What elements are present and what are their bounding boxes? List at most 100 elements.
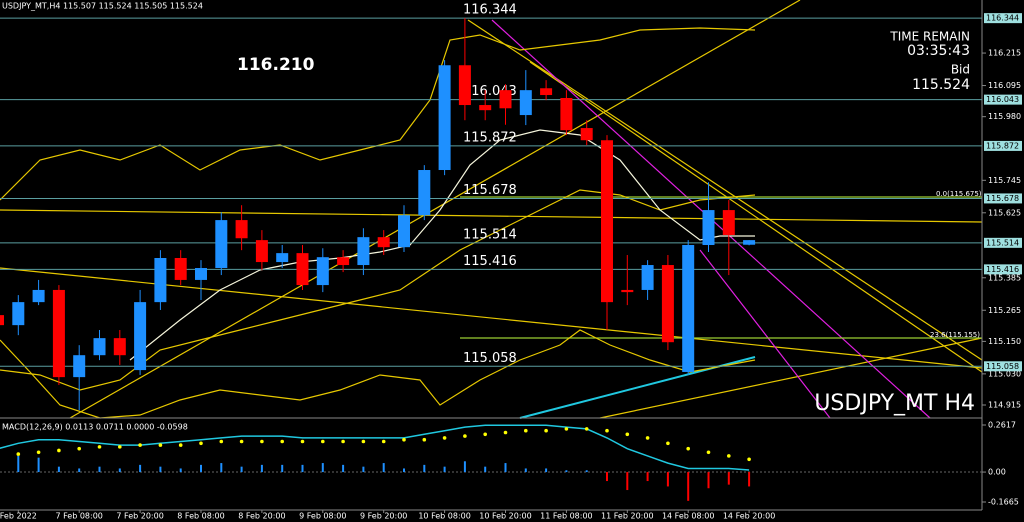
macd-histogram-bar: [626, 472, 629, 491]
signal-dot: [625, 432, 630, 437]
level-box: [984, 237, 1022, 248]
macd-histogram-bar: [504, 463, 507, 473]
level-label: 115.872: [463, 130, 517, 145]
level-label: 115.514: [463, 227, 517, 242]
candle-body: [458, 65, 471, 106]
macd-histogram-bar: [666, 472, 669, 487]
macd-line: [0, 424, 750, 471]
candle-body: [479, 105, 492, 111]
trend-line: [529, 61, 983, 373]
signal-dot: [381, 439, 386, 444]
candle-body: [661, 265, 674, 343]
signal-dot: [158, 443, 163, 447]
level-box: [984, 361, 1022, 372]
macd-histogram-bar: [403, 468, 405, 473]
macd-histogram-bar: [281, 464, 284, 473]
macd-histogram-bar: [240, 466, 243, 473]
macd-histogram-bar: [301, 464, 304, 473]
macd-histogram-bar: [727, 472, 730, 485]
candle-body: [93, 338, 106, 356]
x-tick-label: 9 Feb 08:00: [299, 512, 346, 521]
y-tick-label: 114.915: [988, 401, 1021, 410]
candle-body: [682, 245, 695, 372]
signal-dot: [442, 436, 447, 440]
y2-tick-label: 0.00: [988, 468, 1006, 477]
level-box-label: 116.344: [986, 14, 1019, 23]
macd-histogram-bar: [565, 470, 568, 473]
level-label: 115.058: [463, 351, 517, 366]
macd-histogram-bar: [260, 464, 263, 473]
macd-histogram-bar: [57, 466, 60, 473]
candle-body: [296, 253, 309, 286]
x-tick-label: 11 Feb 08:00: [540, 512, 592, 521]
candle-body: [316, 257, 329, 286]
candle-body: [276, 253, 289, 263]
chart-title: USDJPY_MT H4: [814, 391, 975, 416]
candle-body: [540, 88, 553, 96]
macd-histogram-bar: [200, 464, 202, 473]
candle-body: [438, 65, 451, 171]
candle-body: [113, 338, 126, 356]
candle-body: [32, 289, 45, 303]
signal-dot: [544, 428, 548, 433]
signal-dot: [77, 446, 81, 451]
candle-body: [641, 265, 654, 290]
macd-histogram-bar: [362, 466, 365, 473]
signal-dot: [422, 437, 427, 442]
y2-tick-label: 0.2617: [988, 420, 1016, 429]
fib-label: 0.0(115.675): [936, 190, 982, 198]
y-tick-label: 115.030: [988, 369, 1021, 378]
x-tick-label: 8 Feb 08:00: [177, 512, 224, 521]
signal-dot: [239, 439, 244, 444]
band-upper: [0, 27, 756, 201]
signal-dot: [483, 432, 488, 437]
x-tick-label: 7 Feb 20:00: [116, 512, 163, 521]
signal-dot: [178, 443, 183, 447]
candle-body: [398, 215, 410, 248]
signal-dot: [463, 434, 467, 438]
signal-dot: [584, 427, 589, 431]
macd-histogram-bar: [606, 472, 608, 482]
trend-line: [467, 19, 983, 361]
signal-dot: [402, 437, 406, 442]
moving-average: [129, 129, 755, 361]
macd-histogram-bar: [37, 457, 40, 473]
macd-histogram-bar: [463, 461, 466, 473]
signal-dot: [503, 430, 508, 435]
signal-dot: [16, 452, 21, 456]
level-box-label: 115.058: [986, 362, 1019, 371]
y-tick-label: 115.745: [988, 176, 1021, 185]
signal-dot: [57, 448, 61, 453]
bid-label: Bid: [951, 63, 970, 77]
level-label: 115.678: [463, 183, 517, 198]
macd-histogram-bar: [443, 466, 446, 473]
macd-label: MACD(12,26,9) 0.0113 0.0711 0.0000 -0.05…: [2, 423, 188, 432]
macd-histogram-bar: [321, 463, 324, 473]
signal-dot: [280, 439, 285, 444]
signal-dot: [564, 427, 569, 431]
signal-dot: [219, 439, 224, 444]
macd-histogram-bar: [524, 468, 527, 473]
macd-histogram-bar: [382, 463, 385, 473]
signal-dot: [260, 439, 264, 444]
level-box: [984, 193, 1022, 204]
candle-body: [337, 257, 350, 266]
x-tick-label: 14 Feb 08:00: [662, 512, 714, 521]
x-tick-label: 14 Feb 20:00: [723, 512, 775, 521]
signal-dot: [747, 457, 751, 462]
x-tick-label: Feb 2022: [0, 512, 37, 521]
signal-dot: [97, 445, 102, 449]
level-label: 116.344: [463, 3, 517, 18]
candle-body: [0, 315, 4, 326]
signal-dot: [727, 454, 731, 458]
trend-line: [0, 209, 983, 223]
candle-body: [52, 289, 65, 378]
level-box: [984, 13, 1022, 24]
trend-line: [69, 0, 801, 419]
candle-body: [499, 90, 512, 109]
y-tick-label: 115.385: [988, 273, 1021, 282]
level-box-label: 116.043: [986, 95, 1019, 104]
y-tick-label: 115.150: [988, 337, 1021, 346]
candle-body: [255, 240, 268, 263]
